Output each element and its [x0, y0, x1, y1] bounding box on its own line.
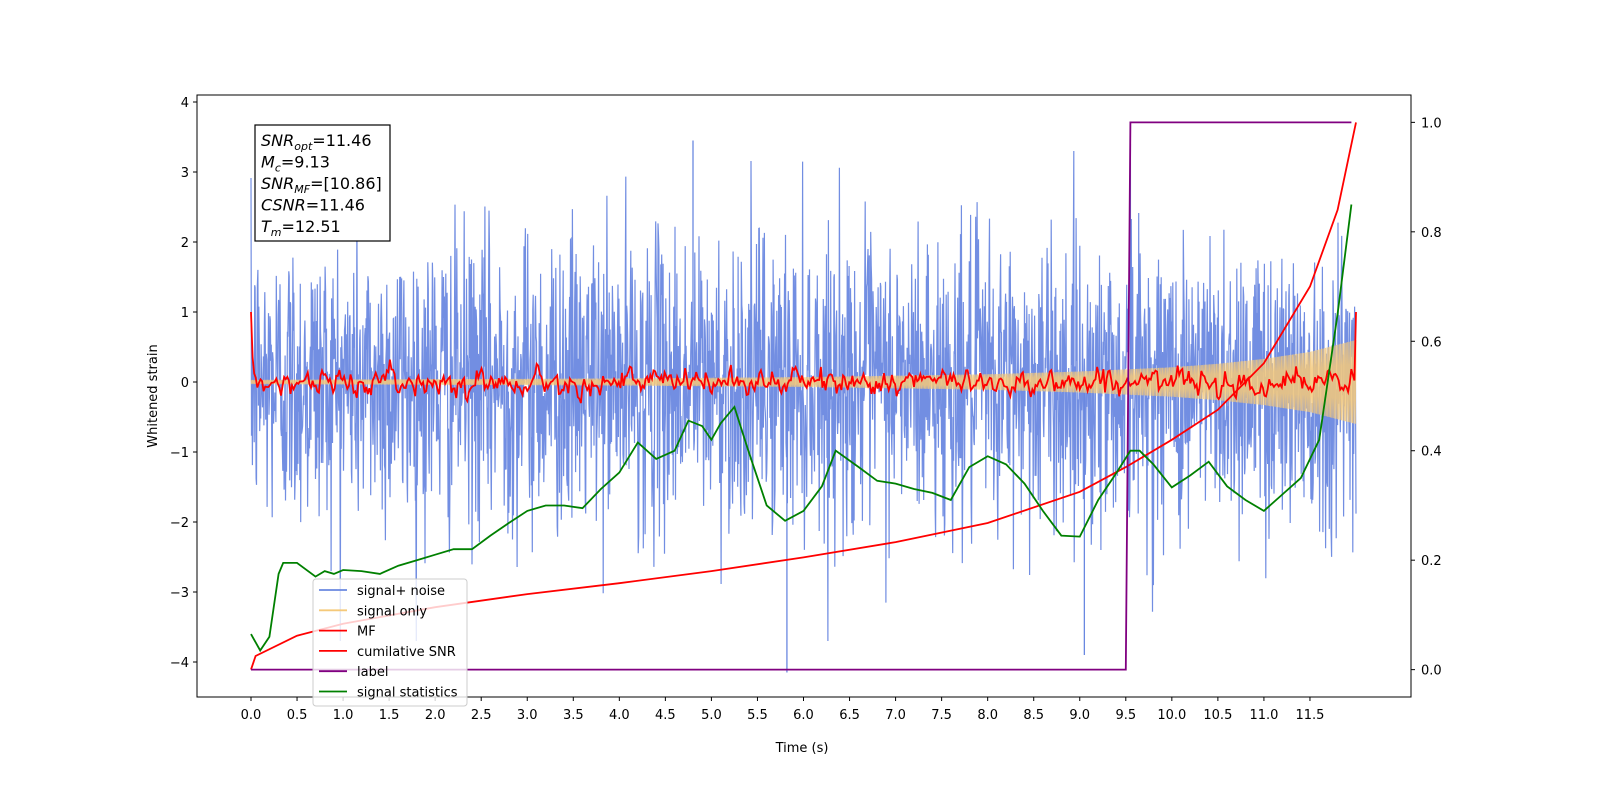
- legend-entry-label: signal statistics: [357, 686, 458, 701]
- x-axis-label: Time (s): [775, 741, 829, 756]
- y-tick-label-left: −2: [170, 516, 189, 531]
- legend-entry-label: label: [357, 665, 388, 680]
- x-tick-label: 5.5: [747, 708, 768, 723]
- legend-entry-label: MF: [357, 625, 376, 640]
- y-tick-label-left: 0: [181, 376, 189, 391]
- x-tick-label: 8.0: [977, 708, 998, 723]
- x-tick-label: 6.0: [793, 708, 814, 723]
- x-tick-label: 7.0: [885, 708, 906, 723]
- plot-area: [250, 121, 1357, 673]
- x-tick-label: 1.5: [379, 708, 400, 723]
- y-tick-label-left: 3: [181, 166, 189, 181]
- x-tick-label: 5.0: [701, 708, 722, 723]
- x-tick-label: 4.5: [655, 708, 676, 723]
- y-tick-label-left: −3: [170, 586, 189, 601]
- annotation-line: Mc=9.13: [261, 153, 330, 175]
- legend-entry-label: signal+ noise: [357, 584, 445, 599]
- y-tick-label-left: 2: [181, 236, 189, 251]
- y-tick-label-right: 0.6: [1421, 335, 1442, 350]
- x-tick-label: 4.0: [609, 708, 630, 723]
- y-tick-label-left: 1: [181, 306, 189, 321]
- y-tick-label-right: 0.8: [1421, 226, 1442, 241]
- x-tick-label: 3.0: [517, 708, 538, 723]
- x-tick-label: 8.5: [1023, 708, 1044, 723]
- legend-frame: [312, 578, 468, 707]
- x-tick-label: 1.0: [333, 708, 354, 723]
- x-tick-label: 3.5: [563, 708, 584, 723]
- y-tick-label-left: −1: [170, 446, 189, 461]
- x-tick-label: 6.5: [839, 708, 860, 723]
- x-tick-label: 2.0: [425, 708, 446, 723]
- x-tick-label: 7.5: [931, 708, 952, 723]
- annotation-line: SNRopt=11.46: [261, 131, 372, 153]
- x-tick-label: 10.5: [1203, 708, 1232, 723]
- x-tick-label: 11.5: [1295, 708, 1324, 723]
- x-tick-label: 9.5: [1115, 708, 1136, 723]
- axes-layer: 0.0 0.5 1.0 1.5 2.0 2.5 3.0 3.5 4.0 4.5 5.0 5.5 6.0 6…: [170, 94, 1442, 723]
- annotation-line: SNRMF=[10.86]: [261, 174, 382, 196]
- annotation-line: CSNR=11.46: [261, 196, 365, 215]
- series-signal-noise: [250, 150, 1357, 642]
- annotation-box: SNRopt=11.46Mc=9.13SNRMF=[10.86]CSNR=11.…: [254, 124, 391, 242]
- annotation-line: Tm=12.51: [261, 217, 341, 239]
- legend-entry-label: cumilative SNR: [357, 645, 456, 660]
- x-tick-label: 9.0: [1069, 708, 1090, 723]
- y-tick-label-right: 0.2: [1421, 554, 1442, 569]
- annotation-box-frame: [254, 124, 391, 242]
- y-tick-label-left: −4: [170, 656, 189, 671]
- legend-entry-label: signal only: [357, 604, 427, 619]
- x-tick-label: 0.5: [287, 708, 308, 723]
- x-tick-label: 10.0: [1157, 708, 1186, 723]
- y-tick-label-left: 4: [181, 96, 189, 111]
- y-tick-label-right: 1.0: [1421, 116, 1442, 131]
- x-tick-label: 0.0: [241, 708, 262, 723]
- y-tick-label-right: 0.4: [1421, 445, 1442, 460]
- y-axis-label-left: Whitened strain: [146, 344, 161, 447]
- legend: signal+ noise signal only MF cumilative SNR…: [312, 578, 468, 707]
- series-signal-statistics: [250, 204, 1353, 653]
- series-label: [251, 121, 1352, 671]
- x-tick-label: 11.0: [1249, 708, 1278, 723]
- series-mf: [250, 311, 1357, 404]
- y-tick-label-right: 0.0: [1421, 664, 1442, 679]
- x-tick-label: 2.5: [471, 708, 492, 723]
